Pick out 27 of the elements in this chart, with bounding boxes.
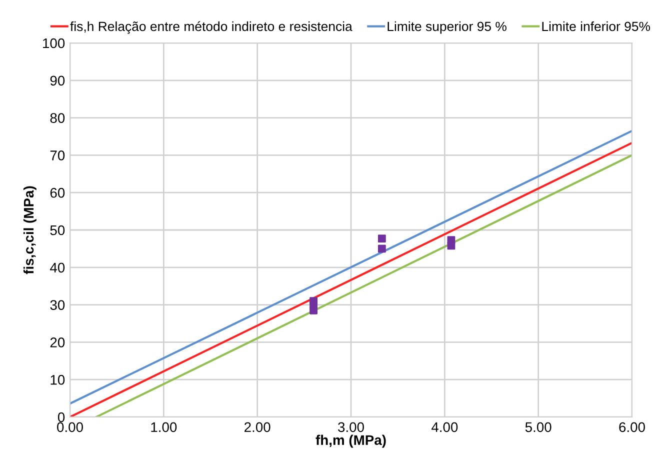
y-tick-label: 90 bbox=[50, 76, 65, 86]
x-tick-label: 3.00 bbox=[338, 422, 364, 432]
x-tick-label: 6.00 bbox=[619, 422, 645, 432]
point bbox=[378, 234, 386, 243]
point bbox=[378, 244, 386, 253]
point bbox=[447, 236, 456, 244]
y-tick-label: 10 bbox=[50, 374, 65, 385]
legend-label: fis,h Relação entre método indireto e resistencia bbox=[70, 21, 352, 34]
y-tick-label: 0 bbox=[58, 412, 65, 422]
x-axis-title: fh,m (MPa) bbox=[316, 434, 386, 448]
y-tick-label: 80 bbox=[50, 113, 65, 123]
y-tick-label: 70 bbox=[50, 150, 65, 160]
y-tick-label: 60 bbox=[50, 188, 65, 198]
x-tick-label: 1.00 bbox=[151, 422, 177, 432]
x-tick-label: 5.00 bbox=[525, 422, 552, 432]
legend-label: Limite superior 95 % bbox=[388, 21, 506, 34]
x-tick-label: 2.00 bbox=[244, 422, 270, 432]
y-tick-label: 20 bbox=[50, 338, 65, 348]
y-tick-label: 30 bbox=[50, 300, 65, 310]
y-axis-title: fis,c,cil (MPa) bbox=[23, 186, 36, 274]
x-tick-label: 0.00 bbox=[57, 422, 83, 432]
point bbox=[310, 297, 318, 306]
y-tick-label: 50 bbox=[50, 225, 65, 236]
y-tick-label: 100 bbox=[43, 38, 65, 48]
legend-label: Limite inferior 95% bbox=[542, 21, 650, 32]
y-tick-label: 40 bbox=[50, 262, 65, 273]
x-tick-label: 4.00 bbox=[431, 422, 458, 432]
